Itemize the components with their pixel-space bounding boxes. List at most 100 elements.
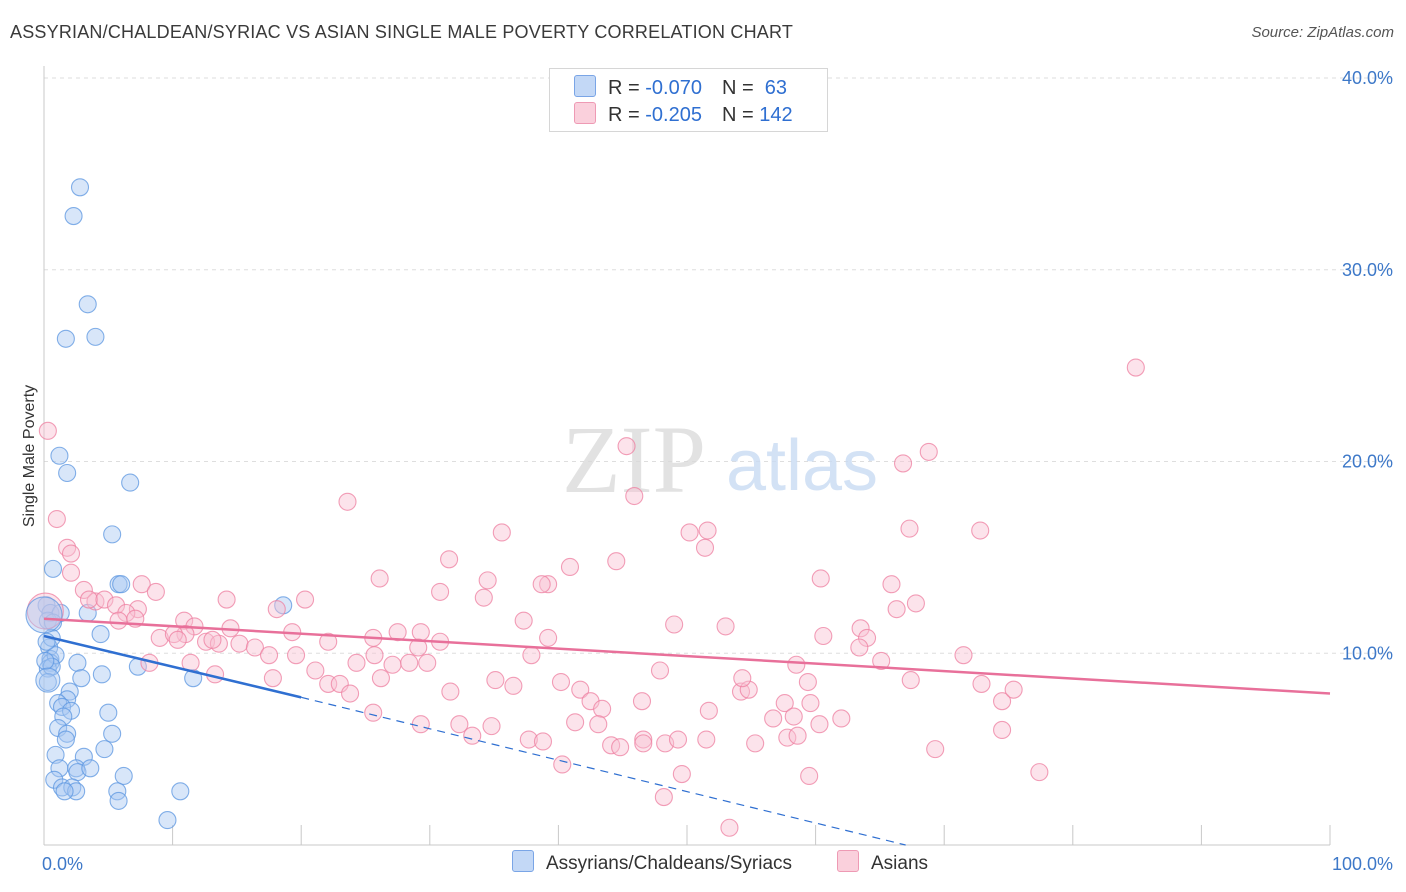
data-point [371, 669, 390, 688]
data-point [680, 523, 699, 542]
data-point [698, 521, 717, 540]
data-point [78, 295, 97, 314]
series-asians [38, 358, 1145, 837]
data-point [58, 463, 77, 483]
data-point [259, 646, 279, 665]
data-point [58, 724, 77, 743]
data-point [478, 571, 497, 590]
data-point [482, 717, 501, 736]
data-point [611, 738, 630, 757]
chart-title: ASSYRIAN/CHALDEAN/SYRIAC VS ASIAN SINGLE… [10, 22, 794, 42]
data-point [553, 755, 572, 774]
legend-swatch-blue [512, 850, 534, 872]
data-point [86, 327, 105, 346]
data-point [695, 538, 715, 557]
data-point [625, 486, 644, 506]
data-point [857, 628, 877, 647]
data-point [519, 730, 538, 749]
data-point [383, 655, 402, 674]
data-point [775, 694, 794, 713]
data-point [61, 544, 81, 563]
watermark-atlas: atlas [726, 426, 878, 506]
data-point [370, 569, 389, 588]
legend-n-value: 63 [759, 77, 788, 99]
data-point [106, 596, 126, 615]
data-point [46, 745, 65, 764]
data-point [814, 626, 833, 646]
data-point [539, 575, 558, 594]
data-point [64, 207, 83, 226]
data-point [50, 446, 69, 465]
data-point [617, 437, 636, 456]
data-point [810, 715, 829, 734]
legend-n-label: N = [721, 77, 760, 99]
data-point [1030, 763, 1049, 782]
x-tick-label: 0.0% [42, 854, 83, 874]
data-point [650, 661, 670, 680]
data-point [117, 603, 136, 623]
data-point [764, 709, 783, 728]
data-point [504, 676, 523, 695]
data-point [900, 519, 919, 538]
data-point [418, 653, 437, 672]
y-axis-label: Single Male Poverty [21, 385, 38, 527]
data-point [954, 646, 973, 665]
data-point [47, 509, 66, 529]
data-point [341, 684, 360, 703]
data-point [68, 653, 87, 672]
data-point [872, 651, 891, 670]
data-point [801, 694, 820, 713]
data-point [887, 600, 906, 619]
data-point [36, 651, 55, 670]
data-point [522, 646, 541, 665]
data-point [665, 615, 684, 634]
data-point [38, 672, 57, 692]
data-point [851, 619, 870, 638]
legend-r-label: R = [608, 104, 646, 126]
data-point [463, 726, 482, 745]
data-point [919, 442, 938, 461]
y-tick-label: 40.0% [1342, 68, 1393, 88]
data-point [230, 634, 249, 653]
data-point [668, 730, 688, 749]
data-point [532, 575, 551, 594]
data-point [267, 600, 286, 619]
data-point [184, 669, 203, 688]
legend-r-label: R = [608, 77, 646, 99]
y-tick-label: 30.0% [1342, 260, 1393, 280]
data-point [720, 818, 739, 837]
legend-label: Asians [871, 853, 929, 874]
data-point [245, 638, 264, 657]
data-point [993, 720, 1012, 740]
data-point [474, 588, 493, 607]
data-point [993, 692, 1012, 711]
data-point [400, 653, 419, 672]
data-point [602, 736, 621, 755]
data-point [971, 521, 990, 540]
data-point [850, 638, 869, 657]
trend-line-asians [43, 617, 1331, 695]
data-point [882, 575, 901, 594]
data-point [99, 703, 118, 722]
data-point [175, 611, 194, 630]
data-point [121, 473, 140, 492]
data-point [1126, 358, 1145, 377]
legend-row-assyrians: R = -0.070 N = 63 [574, 75, 787, 99]
data-point [634, 734, 653, 753]
data-point [132, 575, 151, 594]
data-point [338, 492, 357, 511]
data-point [217, 590, 236, 609]
data-point [86, 592, 105, 611]
bottom-legend-asians: Asians [837, 850, 928, 875]
data-point [146, 582, 165, 601]
data-point [168, 630, 187, 649]
y-tick-label: 20.0% [1342, 452, 1393, 472]
data-point [672, 765, 691, 784]
data-point [103, 525, 122, 544]
data-point [739, 680, 758, 699]
legend-r-value: -0.205 [645, 104, 702, 126]
data-point [607, 552, 626, 571]
data-point [832, 709, 851, 728]
data-point [811, 569, 830, 588]
data-point [150, 628, 169, 647]
